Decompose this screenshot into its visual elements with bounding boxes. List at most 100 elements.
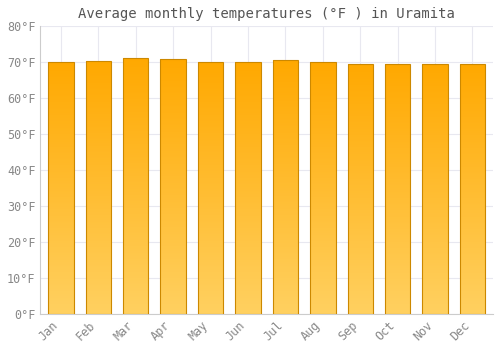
Bar [123,283,148,285]
Bar [272,149,298,150]
Bar [348,189,373,190]
Bar [460,294,485,295]
Bar [422,77,448,78]
Bar [460,241,485,243]
Bar [235,177,260,178]
Bar [310,245,336,246]
Bar [235,79,260,80]
Bar [348,110,373,111]
Bar [348,119,373,120]
Bar [348,205,373,206]
Bar [86,238,111,239]
Bar [348,176,373,177]
Bar [385,172,410,173]
Bar [460,108,485,109]
Bar [385,220,410,222]
Bar [198,165,224,166]
Bar [310,86,336,88]
Bar [160,254,186,255]
Bar [86,210,111,211]
Bar [48,86,74,88]
Bar [460,261,485,263]
Bar [235,80,260,81]
Bar [160,304,186,305]
Bar [460,249,485,250]
Bar [235,284,260,285]
Bar [86,312,111,313]
Bar [123,218,148,219]
Bar [123,212,148,213]
Bar [123,263,148,264]
Bar [460,189,485,190]
Bar [123,286,148,287]
Bar [160,229,186,230]
Bar [198,117,224,118]
Bar [198,223,224,224]
Bar [348,96,373,97]
Bar [460,66,485,67]
Bar [272,107,298,108]
Bar [460,80,485,82]
Bar [48,104,74,105]
Bar [198,114,224,116]
Bar [272,200,298,201]
Bar [460,288,485,289]
Bar [348,224,373,225]
Bar [198,284,224,285]
Bar [272,281,298,282]
Bar [48,105,74,106]
Bar [348,274,373,275]
Bar [123,301,148,302]
Bar [160,262,186,263]
Bar [48,264,74,265]
Bar [422,263,448,264]
Bar [348,260,373,261]
Bar [160,109,186,110]
Bar [310,192,336,193]
Bar [422,190,448,192]
Bar [48,110,74,111]
Bar [48,300,74,301]
Bar [460,104,485,106]
Bar [198,238,224,239]
Bar [235,110,260,111]
Bar [235,312,260,313]
Bar [198,181,224,183]
Bar [348,89,373,90]
Bar [272,294,298,295]
Bar [422,108,448,109]
Bar [198,265,224,266]
Bar [160,269,186,271]
Bar [198,101,224,102]
Bar [422,144,448,146]
Bar [86,103,111,104]
Bar [48,96,74,97]
Bar [198,289,224,290]
Bar [86,285,111,286]
Bar [235,178,260,179]
Bar [48,99,74,100]
Bar [235,265,260,266]
Bar [310,67,336,69]
Bar [422,300,448,301]
Bar [310,122,336,124]
Bar [48,159,74,160]
Bar [460,193,485,194]
Bar [48,109,74,110]
Bar [160,106,186,107]
Bar [272,110,298,111]
Bar [48,193,74,194]
Bar [348,266,373,268]
Bar [235,183,260,184]
Bar [272,202,298,204]
Bar [310,218,336,219]
Bar [86,268,111,270]
Bar [310,281,336,282]
Bar [310,97,336,99]
Bar [235,63,260,65]
Bar [422,234,448,235]
Bar [86,302,111,304]
Bar [422,117,448,118]
Bar [460,246,485,248]
Bar [235,262,260,264]
